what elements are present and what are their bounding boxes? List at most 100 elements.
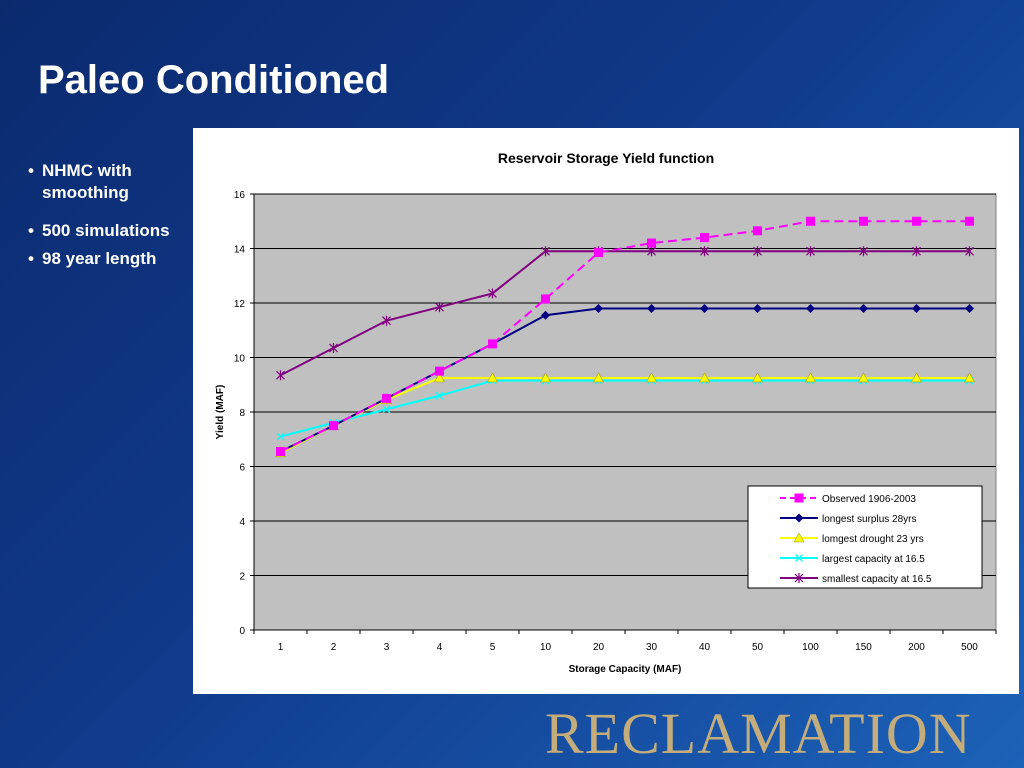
data-point <box>276 447 285 457</box>
x-tick-label: 150 <box>855 642 872 653</box>
data-point <box>753 303 762 313</box>
x-tick-label: 40 <box>699 642 711 653</box>
data-point <box>794 513 804 523</box>
x-tick-label: 200 <box>908 642 925 653</box>
y-tick-label: 10 <box>234 354 246 365</box>
data-point <box>912 303 921 313</box>
data-point <box>488 288 497 299</box>
data-point <box>647 238 656 248</box>
data-point <box>435 366 444 376</box>
data-point <box>965 216 974 226</box>
data-point <box>859 216 868 226</box>
y-tick-label: 2 <box>239 572 245 583</box>
data-point <box>329 342 338 353</box>
data-point <box>859 246 868 257</box>
data-point <box>540 372 551 383</box>
legend-item: longest surplus 28yrs <box>780 513 917 525</box>
x-tick-label: 20 <box>593 642 605 653</box>
data-point <box>382 315 391 326</box>
x-tick-label: 500 <box>961 642 978 653</box>
legend-label: smallest capacity at 16.5 <box>822 574 932 585</box>
x-axis-ticks: 1 2 3 4 5 10 20 30 40 50 100 150 200 500 <box>253 629 997 653</box>
x-tick-label: 4 <box>437 642 443 653</box>
data-point <box>435 302 444 313</box>
chart-legend: Observed 1906-2003 longest surplus 28yrs l… <box>747 485 983 589</box>
data-point <box>912 246 921 257</box>
y-tick-label: 14 <box>234 245 246 256</box>
data-point <box>806 216 815 226</box>
yield-chart: Reservoir Storage Yield function 0246810… <box>215 150 997 675</box>
bullet-dot-icon: • <box>28 249 34 268</box>
data-point <box>593 372 604 383</box>
legend-item: largest capacity at 16.5 <box>780 554 925 565</box>
data-point <box>965 303 974 313</box>
y-tick-label: 4 <box>239 517 245 528</box>
legend-label: longest surplus 28yrs <box>822 514 917 525</box>
y-axis-label: Yield (MAF) <box>215 385 226 440</box>
x-tick-label: 1 <box>278 642 284 653</box>
data-point <box>488 339 497 349</box>
data-point <box>700 246 709 257</box>
data-point <box>700 303 709 313</box>
data-point <box>382 393 391 403</box>
data-point <box>435 391 444 400</box>
data-point <box>964 372 975 383</box>
chart-title: Reservoir Storage Yield function <box>498 150 714 166</box>
y-axis-ticks: 0 2 4 6 8 10 12 14 16 <box>234 190 255 637</box>
data-point <box>382 405 391 414</box>
x-tick-label: 10 <box>540 642 552 653</box>
data-point <box>594 248 603 258</box>
x-axis-label: Storage Capacity (MAF) <box>569 664 682 675</box>
slide-title: Paleo Conditioned <box>38 58 390 102</box>
legend-item: lomgest drought 23 yrs <box>780 532 924 545</box>
data-point <box>276 370 285 381</box>
series-line <box>280 376 970 454</box>
data-point <box>805 372 816 383</box>
data-point <box>699 372 710 383</box>
legend-label: largest capacity at 16.5 <box>822 554 925 565</box>
data-point <box>806 246 815 257</box>
data-point <box>911 372 922 383</box>
series-observed-1906-2003 <box>276 216 974 457</box>
data-point <box>793 532 805 543</box>
data-point <box>647 303 656 313</box>
y-tick-label: 8 <box>239 408 245 419</box>
data-point <box>646 372 657 383</box>
data-point <box>700 233 709 243</box>
y-tick-label: 6 <box>239 463 245 474</box>
bullet-text: 98 year length <box>42 249 157 268</box>
x-tick-label: 30 <box>646 642 658 653</box>
data-point <box>647 246 656 257</box>
series-line <box>280 250 970 377</box>
data-point <box>965 246 974 257</box>
bullet-text: 500 simulations <box>42 221 170 240</box>
series-line <box>280 220 970 453</box>
bullet-list: • NHMC with smoothing • 500 simulations … <box>28 160 198 270</box>
data-point <box>858 372 869 383</box>
series-layer <box>275 216 975 458</box>
data-point <box>794 573 804 583</box>
data-point <box>541 310 550 320</box>
x-tick-label: 3 <box>384 642 390 653</box>
legend-item: Observed 1906-2003 <box>780 493 916 505</box>
x-tick-label: 50 <box>752 642 764 653</box>
series-line <box>280 379 970 438</box>
data-point <box>794 493 804 503</box>
bullet-dot-icon: • <box>28 161 34 180</box>
bullet-item: • 500 simulations <box>28 220 198 242</box>
data-point <box>806 303 815 313</box>
data-point <box>753 246 762 257</box>
data-point <box>487 372 498 383</box>
bullet-text: NHMC with smoothing <box>42 161 132 202</box>
legend-label: Observed 1906-2003 <box>822 494 916 505</box>
data-point <box>752 372 763 383</box>
bullet-item: • NHMC with smoothing <box>28 160 198 204</box>
series-smallest-capacity-at-16-5 <box>276 246 974 381</box>
legend-label: lomgest drought 23 yrs <box>822 534 924 545</box>
data-point <box>795 554 803 562</box>
data-point <box>912 216 921 226</box>
bullet-item: • 98 year length <box>28 248 198 270</box>
data-point <box>753 226 762 236</box>
y-tick-label: 12 <box>234 299 246 310</box>
y-tick-label: 16 <box>234 190 246 201</box>
